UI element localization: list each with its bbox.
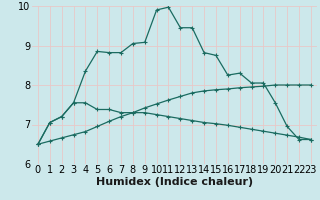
X-axis label: Humidex (Indice chaleur): Humidex (Indice chaleur) xyxy=(96,177,253,187)
